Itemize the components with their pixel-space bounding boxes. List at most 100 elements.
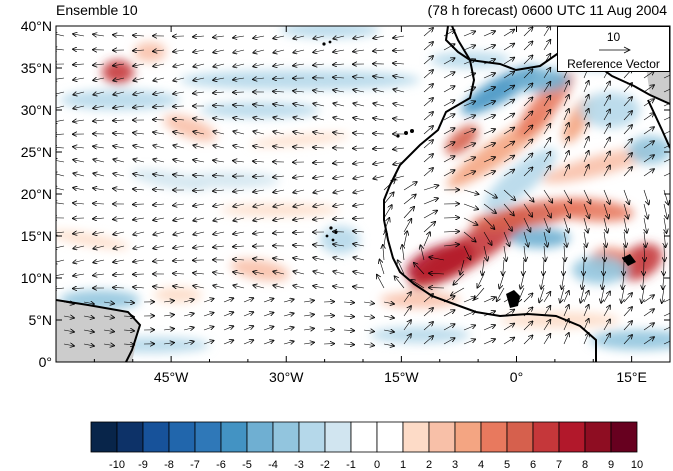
wind-vector	[603, 292, 610, 303]
colorbar-label: 6	[530, 459, 536, 471]
wind-vector	[543, 334, 550, 345]
colorbar-label: 0	[374, 459, 380, 471]
wind-vector	[483, 245, 487, 261]
anomaly-blob	[572, 256, 628, 284]
wind-vector	[463, 59, 475, 65]
anomaly-blob	[220, 204, 340, 216]
wind-vector	[623, 189, 629, 204]
wind-vector	[503, 142, 514, 149]
wind-vector	[253, 104, 265, 106]
wind-vector	[393, 148, 405, 149]
wind-vector	[263, 327, 273, 331]
wind-vector	[93, 159, 105, 162]
wind-vector	[253, 259, 265, 260]
wind-vector	[283, 341, 294, 344]
wind-vector	[541, 273, 544, 289]
wind-vector	[73, 147, 85, 148]
wind-vector	[423, 126, 433, 135]
wind-vector	[583, 291, 589, 303]
wind-vector	[543, 82, 550, 93]
wind-vector	[73, 64, 85, 65]
wind-vector	[373, 162, 385, 164]
anomaly-blob	[60, 90, 180, 110]
wind-vector	[293, 271, 305, 274]
wind-vector	[193, 204, 205, 206]
wind-vector	[273, 50, 285, 53]
wind-vector	[273, 285, 285, 288]
wind-vector	[163, 315, 174, 316]
wind-vector	[183, 341, 194, 344]
wind-vector	[623, 293, 632, 303]
wind-vector	[73, 106, 85, 109]
lon-label: 45°W	[154, 369, 189, 385]
colorbar-swatch	[168, 421, 196, 453]
wind-vector	[543, 68, 550, 79]
wind-vector	[523, 27, 532, 37]
wind-vector	[203, 299, 213, 302]
wind-vector	[563, 259, 564, 275]
wind-vector	[313, 132, 325, 134]
wind-vector	[213, 118, 225, 120]
wind-vector	[543, 124, 550, 135]
wind-vector	[393, 176, 405, 179]
wind-vector	[283, 327, 294, 330]
wind-vector	[463, 297, 475, 303]
wind-vector	[123, 302, 134, 303]
wind-vector	[443, 142, 454, 149]
colorbar-label: 5	[504, 459, 510, 471]
wind-vector	[583, 189, 590, 204]
wind-vector	[333, 132, 345, 134]
colorbar-swatch	[324, 421, 352, 453]
wind-vector	[113, 287, 125, 288]
wind-vector	[623, 307, 632, 317]
wind-vector	[463, 311, 475, 317]
wind-vector	[113, 174, 125, 176]
wind-vector	[73, 78, 85, 80]
wind-vector	[483, 45, 495, 51]
wind-vector	[173, 145, 185, 148]
wind-vector	[113, 188, 125, 190]
wind-vector	[423, 56, 433, 65]
wind-vector	[563, 165, 569, 177]
wind-vector	[583, 165, 589, 177]
coastline-red-sea	[647, 99, 670, 149]
wind-vector	[293, 218, 305, 220]
wind-vector	[273, 64, 285, 66]
wind-vector	[113, 274, 125, 275]
wind-vector	[253, 118, 265, 120]
wind-vector	[153, 159, 165, 162]
wind-vector	[520, 273, 525, 289]
wind-vector	[543, 320, 550, 331]
wind-vector	[483, 31, 495, 37]
wind-vector	[273, 190, 285, 192]
wind-vector	[173, 64, 185, 67]
wind-vector	[343, 330, 354, 331]
wind-vector	[483, 115, 495, 121]
wind-vector	[523, 111, 532, 121]
wind-vector	[393, 162, 405, 164]
wind-vector	[113, 78, 125, 81]
wind-vector	[333, 190, 345, 193]
wind-vector	[543, 292, 550, 303]
wind-vector	[443, 231, 459, 232]
wind-vector	[423, 336, 433, 345]
wind-vector	[63, 344, 74, 346]
wind-vector	[333, 204, 345, 206]
wind-vector	[233, 232, 245, 234]
wind-vector	[644, 245, 645, 261]
wind-vector	[353, 118, 365, 120]
wind-vector	[133, 159, 145, 162]
wind-vector	[643, 295, 654, 303]
wind-vector	[463, 45, 475, 51]
wind-vector	[543, 217, 549, 232]
wind-vector	[523, 217, 530, 232]
wind-vector	[56, 49, 65, 50]
colorbar-swatch	[480, 421, 508, 453]
wind-vector	[163, 301, 174, 302]
wind-vector	[213, 160, 225, 162]
colorbar-labels: -10 -9 -8 -7 -6 -5 -4 -3 -2 -1 0 1 2 3 4 5 6 7 8 9 10	[109, 459, 643, 471]
wind-vector	[313, 162, 325, 163]
reference-arrow-icon	[599, 46, 631, 54]
anomaly-blob	[380, 292, 460, 308]
wind-vector	[153, 286, 165, 288]
